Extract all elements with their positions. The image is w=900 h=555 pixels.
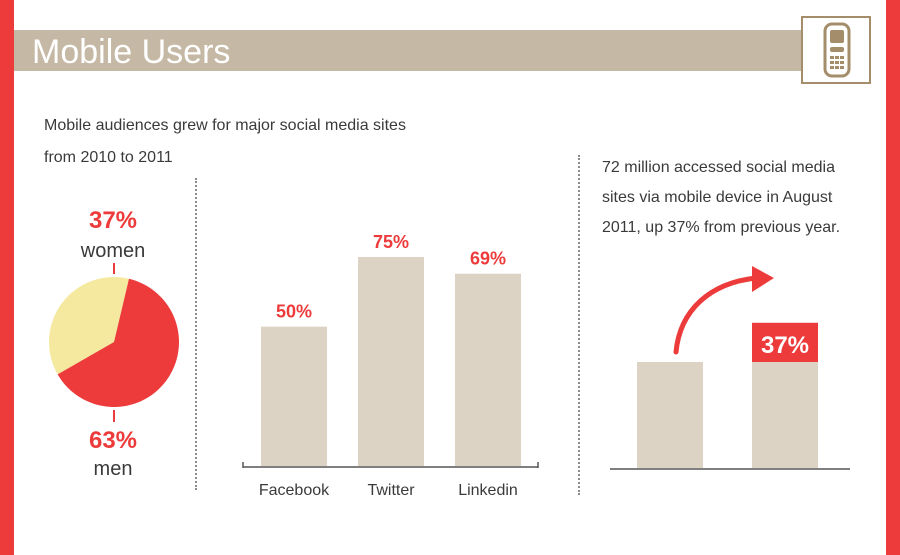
bar-category-label: Facebook (259, 482, 330, 499)
pie-men-label: men (93, 458, 133, 480)
bar-facebook (261, 326, 327, 466)
bar-category-label: Twitter (367, 482, 415, 499)
intro-text: Mobile audiences grew for major social m… (44, 110, 484, 174)
growth-line-3: 2011, up 37% from previous year. (602, 219, 841, 236)
growth-line-2: sites via mobile device in August (602, 189, 833, 206)
growth-description: 72 million accessed social media sites v… (602, 153, 872, 243)
growth-percent-label: 37% (761, 332, 809, 359)
growth-line-1: 72 million accessed social media (602, 159, 835, 176)
bar-twitter (358, 257, 424, 466)
bar-category-label: Linkedin (458, 482, 518, 499)
pie-women-percent: 37% (88, 207, 138, 234)
header-band (14, 30, 806, 71)
bar-value-label: 69% (470, 249, 506, 269)
dotted-divider-left (195, 178, 197, 490)
bar-value-label: 50% (276, 302, 312, 322)
intro-line-2: from 2010 to 2011 (44, 149, 173, 166)
growth-bar-2011-increase (752, 322, 818, 362)
pie-slice-men (57, 278, 180, 407)
pie-women-label: women (80, 240, 146, 262)
mobile-phone-icon (801, 16, 871, 84)
growth-bar-2010 (637, 362, 703, 468)
right-accent-bar (886, 0, 900, 555)
dotted-divider-right (578, 155, 580, 495)
growth-arrow-head (752, 266, 774, 292)
bar-value-label: 75% (373, 232, 409, 252)
growth-bar-2011-base (752, 362, 818, 468)
bar-linkedin (455, 273, 521, 466)
pie-slice-women (49, 277, 129, 375)
page-title: Mobile Users (32, 33, 231, 71)
growth-arrow-curve (673, 275, 759, 355)
intro-line-1: Mobile audiences grew for major social m… (44, 117, 406, 134)
pie-men-percent: 63% (88, 427, 138, 454)
left-accent-bar (0, 0, 14, 555)
